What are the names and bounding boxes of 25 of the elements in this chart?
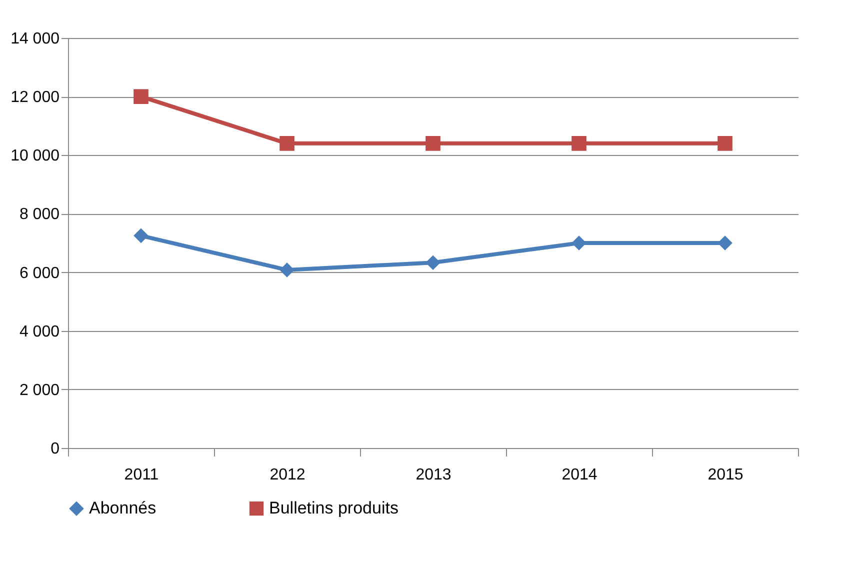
x-tick-label: 2015 [708,466,744,484]
point [572,236,586,250]
y-tick-label: 10 000 [10,148,60,165]
y-tick-label: 12 000 [10,89,60,106]
x-tick-label: 2013 [416,466,452,484]
y-tick-label: 0 [50,440,60,458]
legend-label: Abonnés [89,498,156,518]
point [426,255,440,270]
point [718,136,732,151]
point [572,136,586,151]
y-tick-label: 4 000 [19,323,60,340]
y-tick-label: 8 000 [19,206,60,224]
x-tick-label: 2012 [270,466,306,484]
x-tick-label: 2011 [124,466,159,484]
x-tick-label: 2014 [562,466,598,484]
point [134,228,148,244]
y-tick-label: 2 000 [19,382,60,399]
point [280,136,294,151]
legend-label: Bulletins produits [269,498,398,518]
point [134,89,148,104]
y-tick-label: 14 000 [10,30,60,48]
point [718,236,732,250]
y-tick-label: 6 000 [19,264,60,282]
point [280,262,294,278]
point [426,136,440,151]
